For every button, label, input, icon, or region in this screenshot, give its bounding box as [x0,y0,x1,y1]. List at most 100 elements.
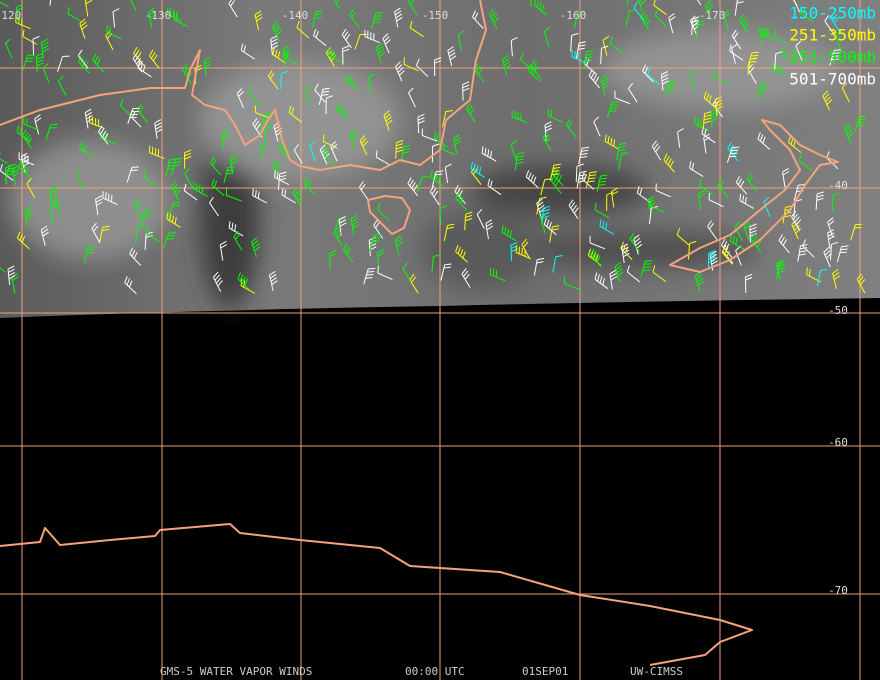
wind-barb [850,223,863,241]
wind-barb [474,63,485,83]
wind-barb [640,260,653,277]
wind-barb [760,27,770,46]
wind-barb [589,235,606,250]
wind-barb [269,270,278,291]
wind-barb [233,230,243,251]
wind-barb [649,205,659,225]
wind-barb [578,146,590,164]
wind-barb [373,219,384,239]
wind-barb [723,9,731,30]
wind-barb [338,216,347,236]
wind-barb [836,245,849,263]
wind-barb [0,1,9,8]
legend-entry: 251-350mb [789,26,876,45]
wind-barb [514,152,525,171]
wind-barb [167,202,181,219]
wind-barb [132,52,143,73]
wind-barb [757,132,771,150]
wind-barb [149,145,165,160]
wind-barb [665,80,676,98]
wind-barb [570,32,579,52]
wind-barb [588,69,600,89]
wind-barb [795,40,803,61]
wind-barb [145,225,160,243]
wind-barb [788,135,802,153]
wind-barb [212,271,223,292]
wind-barb [35,52,44,73]
longitude-label: -130 [145,9,172,22]
wind-barb [703,91,717,109]
wind-barb [651,140,662,161]
wind-barb [746,173,758,193]
wind-barb [251,237,261,258]
wind-barb [447,46,457,67]
wind-barb [375,150,391,166]
wind-barb [470,161,485,178]
wind-barb [119,98,133,118]
wind-barb [401,144,411,164]
wind-barb [184,149,192,169]
wind-barb [481,146,497,162]
wind-barb [254,10,263,31]
wind-barb [533,0,548,16]
wind-barb [395,139,404,159]
wind-barb [594,272,609,290]
wind-barb [485,219,494,240]
wind-barb [793,184,806,201]
wind-barb [293,144,303,165]
wind-barb [455,192,468,211]
wind-barb [614,262,624,283]
wind-barb [616,142,627,161]
wind-barb [92,53,104,73]
wind-barb [99,225,110,244]
wind-barb [130,0,137,12]
wind-barb [312,10,323,29]
wind-barb [170,181,181,201]
wind-barb [621,243,630,264]
wind-barb [610,187,619,208]
wind-barb [163,232,176,249]
latitude-label: -60 [828,436,848,449]
wind-barb [661,70,669,91]
wind-barb [735,176,748,195]
wind-barb [462,81,470,101]
wind-barb [689,161,704,178]
latitude-label: -40 [828,179,848,192]
wind-barb [604,134,620,150]
wind-barb [254,105,271,119]
wind-barb [856,273,866,294]
wind-barb [721,245,733,265]
wind-barb [815,191,824,211]
wind-barb [734,0,744,16]
wind-barb [278,141,292,160]
wind-barb [318,87,330,105]
wind-barb [415,58,429,77]
wind-barb [296,20,310,39]
wind-barb [628,82,638,103]
labels: -120 -130 -140 -150 -160 -170 -40 -50 -60 -70 150-… [0,4,876,679]
wind-barb [549,163,561,181]
wind-barb [171,157,183,176]
wind-barb [743,220,751,242]
wind-barb [782,167,790,188]
wind-barb [565,118,577,138]
wind-barb [417,113,425,134]
wind-barb [394,7,403,28]
wind-barb [211,178,225,196]
wind-barb [489,267,506,282]
wind-barb [739,193,755,209]
wind-barb [713,69,728,85]
wind-barb [134,224,145,243]
wind-barb [590,248,602,268]
wind-barb [34,114,42,135]
wind-barb [609,269,618,290]
wind-barb [429,185,440,206]
wind-barb [137,61,152,78]
wind-barb [515,245,531,260]
wind-barb [173,12,189,28]
wind-barb [79,141,94,158]
wind-barb [689,15,700,36]
wind-barb [625,9,637,27]
wind-barb [23,117,40,131]
